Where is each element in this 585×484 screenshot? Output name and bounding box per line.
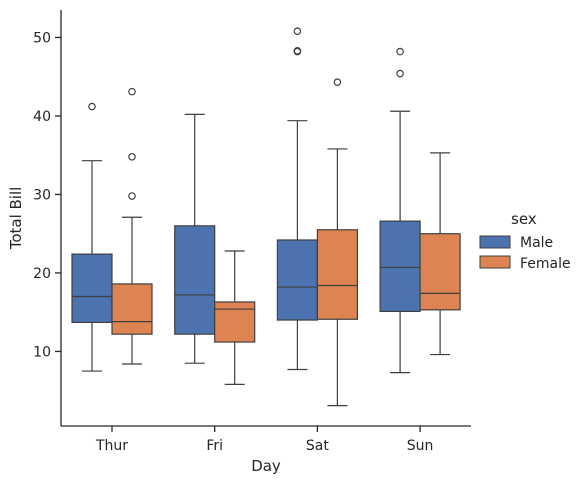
legend-title: sex: [511, 210, 537, 228]
iqr-box: [214, 301, 256, 343]
box-male-sat: [276, 27, 318, 371]
legend-swatch-male: [479, 235, 511, 249]
outlier-point: [88, 102, 96, 111]
iqr-box: [379, 220, 421, 313]
legend-swatch-female: [479, 255, 511, 269]
legend-label-male: Male: [520, 235, 553, 251]
iqr-box: [419, 233, 461, 311]
box-female-thur: [111, 87, 153, 365]
x-tick-label: Fri: [206, 438, 223, 454]
iqr-box: [71, 253, 113, 323]
box-female-fri: [214, 250, 256, 385]
iqr-box: [316, 229, 358, 320]
box-male-fri: [174, 113, 216, 364]
iqr-box: [276, 239, 318, 321]
box-male-thur: [71, 102, 113, 372]
y-tick-label: 40: [33, 109, 51, 125]
outlier-point: [128, 152, 136, 161]
iqr-box: [174, 225, 216, 335]
x-tick-label: Sat: [306, 438, 329, 454]
y-tick-label: 30: [33, 187, 51, 203]
y-tick-label: 10: [33, 344, 51, 360]
axes: 10 20 30 40 50 Thur Fri Sat Sun: [33, 10, 471, 454]
iqr-box: [111, 283, 153, 335]
outlier-point: [333, 78, 342, 87]
x-tick-label: Sun: [407, 438, 434, 454]
outlier-point: [293, 47, 302, 56]
x-axis-label: Day: [251, 457, 281, 475]
x-ticks: Thur Fri Sat Sun: [95, 426, 433, 454]
y-ticks: 10 20 30 40 50: [33, 30, 61, 360]
box-male-sun: [379, 47, 421, 374]
legend-label-female: Female: [520, 256, 571, 272]
outlier-point: [128, 192, 136, 200]
legend: sex Male Female: [479, 210, 571, 272]
box-female-sun: [419, 152, 461, 356]
outlier-point: [396, 47, 404, 56]
outlier-point: [128, 87, 136, 96]
box-female-sat: [316, 78, 358, 407]
boxes: [71, 27, 461, 407]
y-axis-label: Total Bill: [7, 187, 25, 251]
outlier-point: [396, 69, 404, 78]
outlier-point: [293, 27, 302, 35]
x-tick-label: Thur: [95, 438, 128, 454]
y-tick-label: 20: [33, 266, 51, 282]
y-tick-label: 50: [33, 30, 51, 46]
